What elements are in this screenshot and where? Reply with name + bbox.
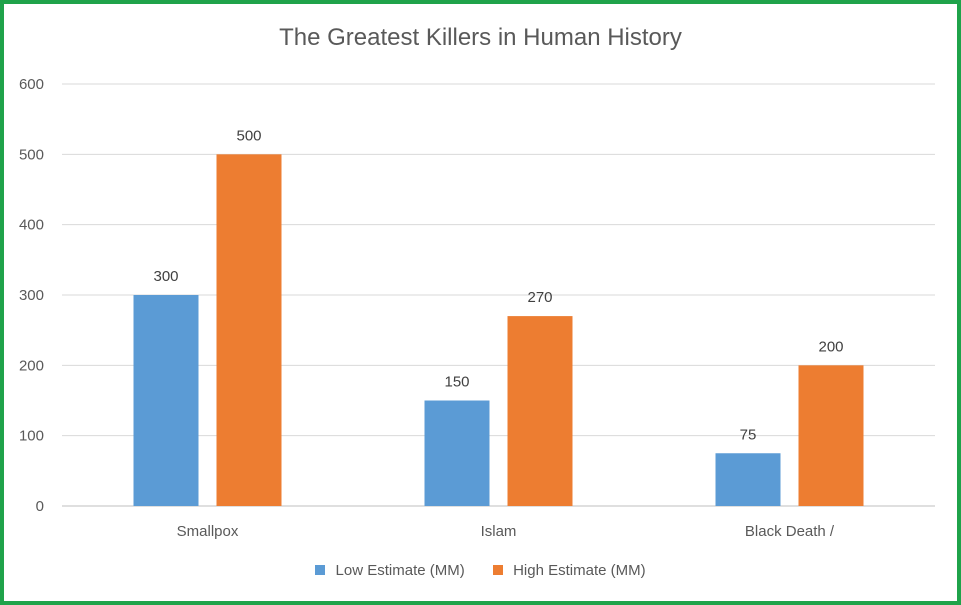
bar-low-0 <box>133 295 199 506</box>
legend: Low Estimate (MM) High Estimate (MM) <box>0 562 961 579</box>
legend-label-high: High Estimate (MM) <box>513 562 646 579</box>
y-tick-label: 600 <box>19 76 44 93</box>
legend-item-high: High Estimate (MM) <box>492 562 646 579</box>
data-label: 200 <box>818 338 843 355</box>
data-label: 150 <box>444 374 469 391</box>
bar-low-1 <box>424 400 490 506</box>
legend-item-low: Low Estimate (MM) <box>315 562 465 579</box>
bar-high-0 <box>216 154 282 507</box>
y-tick-label: 200 <box>19 357 44 374</box>
data-label: 500 <box>236 127 261 144</box>
y-tick-label: 300 <box>19 287 44 304</box>
data-label: 300 <box>153 268 178 285</box>
y-tick-label: 100 <box>19 428 44 445</box>
chart-title: The Greatest Killers in Human History <box>279 24 682 51</box>
x-tick-label: Smallpox <box>177 523 239 540</box>
y-tick-label: 400 <box>19 217 44 234</box>
x-tick-label: Islam <box>481 523 517 540</box>
bar-low-2 <box>715 453 781 506</box>
legend-swatch-low <box>315 565 326 576</box>
x-tick-label: Black Death / <box>745 523 835 540</box>
bar-high-2 <box>798 365 864 506</box>
data-label: 270 <box>527 289 552 306</box>
legend-label-low: Low Estimate (MM) <box>335 562 465 579</box>
data-label: 75 <box>740 426 757 443</box>
y-tick-label: 500 <box>19 146 44 163</box>
bar-high-1 <box>507 316 573 506</box>
legend-swatch-high <box>492 565 503 576</box>
y-tick-label: 0 <box>36 498 44 515</box>
